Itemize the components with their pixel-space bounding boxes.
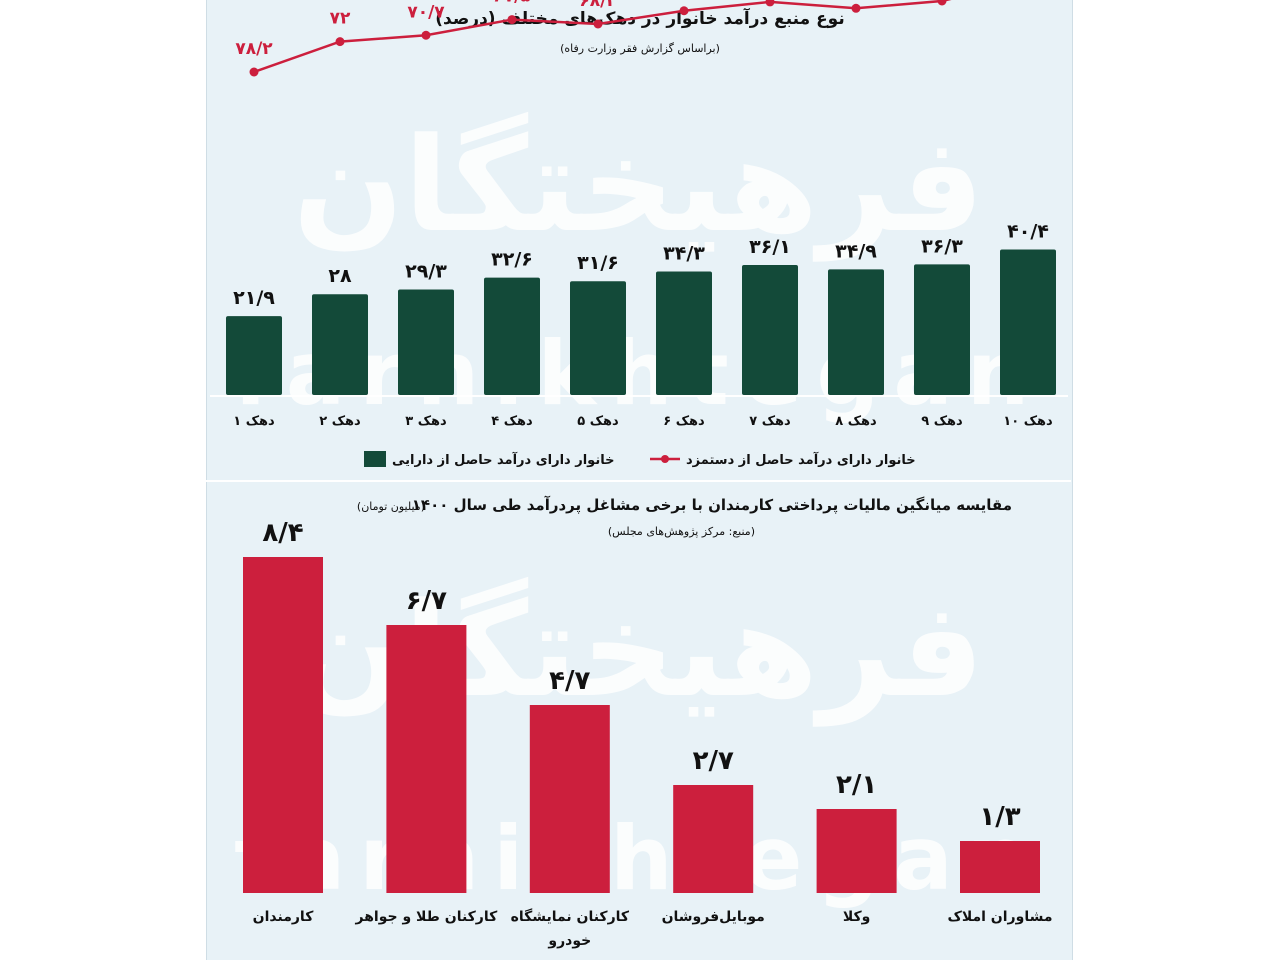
tax-bar — [386, 625, 467, 893]
chart2-title: مقایسه میانگین مالیات پرداختی کارمندان ب… — [412, 496, 1012, 515]
tax-value-label: ۶/۷ — [406, 586, 447, 616]
tax-bar — [529, 705, 610, 893]
asset-income-value-label: ۳۶/۳ — [921, 235, 963, 257]
wage-income-line — [253, 0, 952, 74]
asset-income-bar — [398, 289, 454, 395]
chart2-unit: (میلیون تومان) — [357, 500, 425, 513]
decile-tick-label: دهک ۱ — [233, 414, 275, 429]
asset-income-bar — [226, 316, 282, 395]
tax-category-label: وکلا — [843, 909, 870, 925]
asset-income-value-label: ۳۱/۶ — [577, 252, 619, 274]
wage-income-point — [851, 3, 861, 13]
decile-tick-label: دهک ۳ — [405, 414, 447, 429]
wage-income-point — [421, 30, 431, 40]
tax-category-label: موبایل‌فروشان — [662, 909, 765, 925]
chart1-subtitle: (براساس گزارش فقر وزارت رفاه) — [560, 42, 720, 55]
asset-income-bar — [914, 264, 970, 395]
tax-value-label: ۴/۷ — [549, 666, 590, 696]
asset-income-value-label: ۴۰/۴ — [1007, 221, 1049, 243]
asset-income-bar — [828, 269, 884, 395]
tax-value-label: ۸/۴ — [262, 518, 303, 548]
chart2-subtitle: (منبع: مرکز پژوهش‌های مجلس) — [608, 525, 755, 538]
decile-tick-label: دهک ۶ — [663, 414, 705, 429]
wage-income-value-label: ۶۸/۴ — [579, 0, 616, 11]
decile-tick-label: دهک ۷ — [749, 414, 791, 429]
wage-income-point — [765, 0, 775, 7]
wage-income-value-label: ۷۲ — [330, 9, 351, 29]
tax-bar — [673, 785, 754, 893]
decile-tick-label: دهک ۹ — [921, 414, 963, 429]
tax-bar — [816, 809, 897, 893]
wage-income-point — [249, 67, 259, 77]
tax-value-label: ۲/۷ — [693, 746, 734, 776]
asset-income-value-label: ۳۶/۱ — [749, 236, 791, 258]
legend-swatch-bar — [364, 451, 386, 467]
tax-category-label-line: کارکنان نمایشگاه — [511, 908, 630, 925]
decile-income-chart: نوع منبع درآمد خانوار در دهک‌های مختلف (… — [210, 0, 1068, 468]
decile-tick-label: دهک ۸ — [835, 414, 877, 429]
tax-category-label: مشاوران املاک — [948, 909, 1053, 925]
decile-tick-label: دهک ۴ — [491, 414, 533, 429]
decile-tick-label: دهک ۵ — [577, 414, 619, 429]
wage-income-value-label: ۷۰/۷ — [407, 2, 445, 22]
asset-income-value-label: ۲۹/۳ — [405, 261, 447, 283]
chart-divider — [206, 480, 1071, 482]
asset-income-value-label: ۳۲/۶ — [491, 249, 533, 271]
asset-income-bar — [570, 281, 626, 395]
asset-income-bar — [742, 265, 798, 395]
tax-value-label: ۱/۳ — [979, 802, 1020, 832]
tax-bar — [960, 841, 1040, 893]
decile-tick-label: دهک ۱۰ — [1003, 414, 1053, 429]
wage-income-point — [937, 0, 947, 6]
asset-income-value-label: ۲۱/۹ — [233, 287, 275, 309]
tax-category-label-line: خودرو — [547, 933, 591, 949]
wage-income-value-label: ۷۸/۲ — [235, 39, 273, 59]
asset-income-value-label: ۳۴/۹ — [835, 240, 877, 262]
asset-income-value-label: ۳۴/۳ — [663, 243, 705, 265]
wage-income-value-label: ۶۷/۵ — [493, 0, 530, 7]
asset-income-value-label: ۲۸ — [328, 265, 352, 287]
decile-tick-label: دهک ۲ — [319, 414, 361, 429]
wage-income-point — [679, 6, 689, 16]
tax-bar — [243, 557, 323, 893]
tax-category-label: کارمندان — [253, 909, 315, 925]
wage-income-point — [507, 15, 517, 25]
asset-income-bar — [656, 271, 712, 395]
legend-swatch-point — [661, 455, 669, 463]
tax-value-label: ۲/۱ — [836, 770, 877, 800]
tax-category-label: کارکنان طلا و جواهر — [355, 909, 499, 925]
tax-category-label: کارکنان نمایشگاه خودرو — [511, 908, 630, 949]
asset-income-bar — [484, 277, 540, 395]
legend-label-line: خانوار دارای درآمد حاصل از دستمزد — [686, 451, 916, 468]
asset-income-bar — [1000, 249, 1056, 395]
wage-income-point — [593, 19, 603, 29]
asset-income-bar — [312, 294, 368, 395]
wage-income-point — [335, 37, 345, 47]
legend-label-bar: خانوار دارای درآمد حاصل از دارایی — [392, 451, 614, 468]
